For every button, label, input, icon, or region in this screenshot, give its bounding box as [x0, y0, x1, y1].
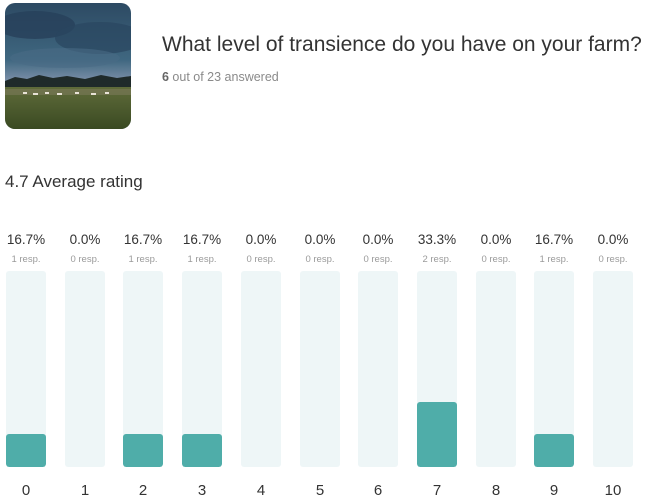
answered-count: 6 out of 23 answered — [162, 70, 279, 84]
x-tick-label: 8 — [491, 482, 501, 499]
answered-total: out of 23 answered — [168, 70, 279, 84]
bar-response-count: 0 resp. — [305, 254, 335, 265]
x-tick-label: 5 — [315, 482, 325, 499]
x-tick-label: 0 — [21, 482, 31, 499]
x-tick-label: 2 — [138, 482, 148, 499]
bar — [123, 434, 163, 467]
bar-percent-label: 16.7% — [6, 232, 46, 247]
bar-response-count: 1 resp. — [187, 254, 217, 265]
bar-response-count: 0 resp. — [598, 254, 628, 265]
bar-response-count: 1 resp. — [539, 254, 569, 265]
x-tick-label: 6 — [373, 482, 383, 499]
bar-percent-label: 0.0% — [304, 232, 336, 247]
question-title: What level of transience do you have on … — [162, 33, 642, 56]
answered-number: 6 — [162, 70, 169, 84]
bar-response-count: 0 resp. — [246, 254, 276, 265]
bar-track — [476, 271, 516, 467]
bar-percent-label: 33.3% — [417, 232, 457, 247]
bar-track — [593, 271, 633, 467]
bar-percent-label: 0.0% — [597, 232, 629, 247]
bar-response-count: 2 resp. — [422, 254, 452, 265]
bar-response-count: 1 resp. — [11, 254, 41, 265]
bar-track — [358, 271, 398, 467]
x-tick-label: 9 — [549, 482, 559, 499]
bar — [6, 434, 46, 467]
x-tick-label: 7 — [432, 482, 442, 499]
bar-track — [534, 271, 574, 467]
bar-response-count: 0 resp. — [363, 254, 393, 265]
bar-track — [6, 271, 46, 467]
bar-response-count: 1 resp. — [128, 254, 158, 265]
bar-track — [123, 271, 163, 467]
bar-percent-label: 0.0% — [480, 232, 512, 247]
x-tick-label: 10 — [604, 482, 622, 499]
bar-percent-label: 0.0% — [69, 232, 101, 247]
average-rating: 4.7 Average rating — [5, 172, 143, 191]
x-tick-label: 4 — [256, 482, 266, 499]
bar-percent-label: 16.7% — [534, 232, 574, 247]
bar-track — [65, 271, 105, 467]
x-tick-label: 1 — [80, 482, 90, 499]
bar-percent-label: 16.7% — [123, 232, 163, 247]
bar — [182, 434, 222, 467]
x-tick-label: 3 — [197, 482, 207, 499]
bar-track — [417, 271, 457, 467]
bar-track — [300, 271, 340, 467]
bar-track — [241, 271, 281, 467]
bar-response-count: 0 resp. — [70, 254, 100, 265]
question-image — [5, 3, 131, 129]
bar — [417, 401, 457, 467]
bar — [534, 434, 574, 467]
bar-percent-label: 0.0% — [362, 232, 394, 247]
bar-percent-label: 16.7% — [182, 232, 222, 247]
bar-response-count: 0 resp. — [481, 254, 511, 265]
bar-percent-label: 0.0% — [245, 232, 277, 247]
bar-track — [182, 271, 222, 467]
